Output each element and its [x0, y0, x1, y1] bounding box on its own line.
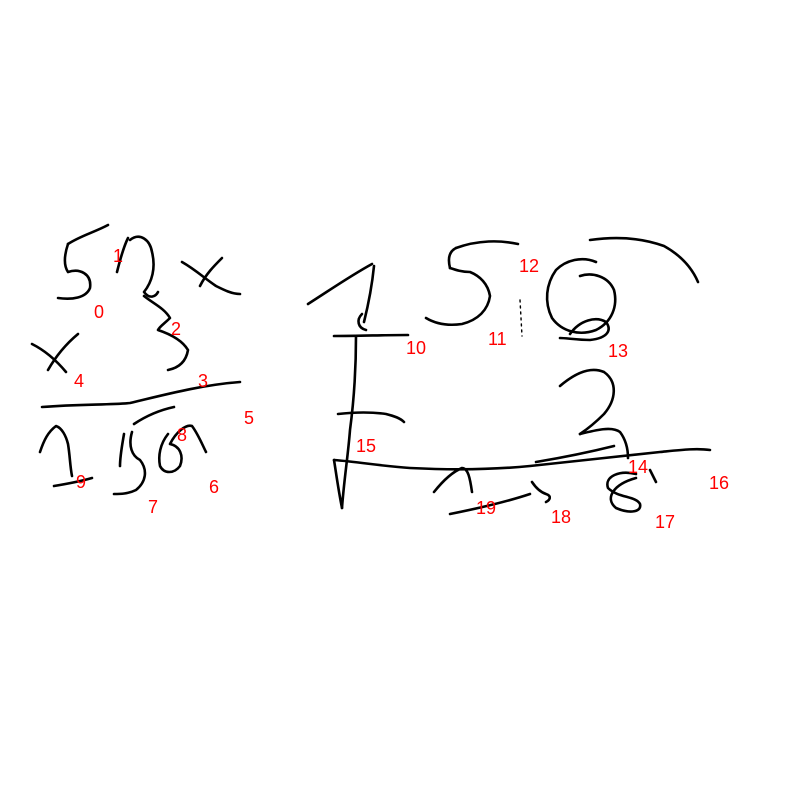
stroke-7a — [118, 432, 126, 468]
stroke-12-arc — [588, 236, 700, 284]
label-8: 8 — [177, 425, 187, 445]
stroke-9a — [38, 424, 74, 478]
label-18: 18 — [551, 507, 571, 527]
label-6: 6 — [209, 477, 219, 497]
stroke-9b — [52, 476, 94, 488]
stroke-11-dots — [519, 299, 523, 337]
stroke-2 — [142, 294, 190, 372]
stroke-10d — [332, 333, 410, 338]
stroke-18 — [530, 480, 552, 504]
label-12: 12 — [519, 256, 539, 276]
stroke-19 — [432, 466, 474, 494]
stroke-19b — [448, 492, 532, 516]
stroke-11b — [447, 246, 458, 270]
stroke-labels: 0 1 2 3 4 5 6 7 8 9 10 11 12 13 14 15 16… — [74, 246, 729, 532]
label-1: 1 — [113, 246, 123, 266]
stroke-14a — [558, 368, 616, 436]
stroke-6 — [157, 424, 208, 474]
stroke-4a — [30, 342, 68, 374]
stroke-3 — [40, 380, 242, 409]
label-16: 16 — [709, 473, 729, 493]
label-10: 10 — [406, 338, 426, 358]
stroke-x-top-b — [198, 256, 224, 288]
label-11: 11 — [488, 329, 507, 349]
stroke-16 — [332, 447, 712, 471]
stroke-14c — [534, 444, 616, 464]
label-7: 7 — [148, 497, 158, 517]
stroke-10c — [357, 312, 368, 332]
stroke-14-arrow — [648, 468, 658, 484]
label-4: 4 — [74, 371, 84, 391]
stroke-8 — [132, 405, 176, 426]
label-5: 5 — [244, 408, 254, 428]
label-13: 13 — [608, 341, 628, 361]
stroke-13 — [558, 318, 610, 342]
label-0: 0 — [94, 302, 104, 322]
label-17: 17 — [655, 512, 675, 532]
stroke-0b — [56, 242, 92, 300]
label-3: 3 — [198, 371, 208, 391]
stroke-10b — [362, 264, 376, 324]
stroke-15a — [340, 334, 358, 510]
stroke-10a — [306, 262, 374, 306]
label-19: 19 — [476, 498, 496, 518]
stroke-15c — [332, 458, 344, 510]
label-15: 15 — [356, 436, 376, 456]
label-9: 9 — [76, 472, 86, 492]
stroke-0 — [66, 223, 110, 246]
label-2: 2 — [171, 319, 181, 339]
stroke-11a — [454, 240, 520, 250]
stroke-11c — [424, 266, 492, 327]
stroke-7b — [112, 430, 147, 496]
stroke-1 — [115, 236, 130, 274]
label-14: 14 — [628, 457, 648, 477]
stroke-4b — [46, 332, 80, 372]
stroke-17 — [606, 471, 642, 513]
left-equation-strokes — [30, 223, 242, 496]
stroke-x-top-a — [180, 260, 242, 296]
stroke-15b — [336, 411, 406, 424]
stroke-14b — [578, 427, 630, 460]
stroke-1b — [128, 235, 160, 298]
right-equation-strokes — [306, 236, 712, 516]
